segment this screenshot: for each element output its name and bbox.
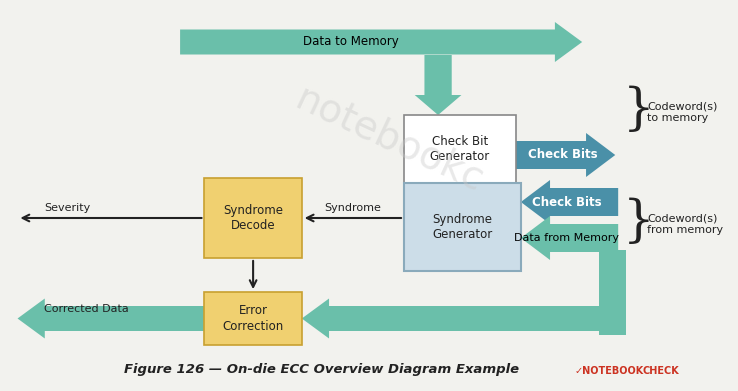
Text: Check Bits: Check Bits <box>532 196 601 208</box>
Bar <box>404 115 516 183</box>
Text: }: } <box>623 197 655 247</box>
Text: Check Bits: Check Bits <box>528 149 598 161</box>
Polygon shape <box>180 22 582 62</box>
Text: Codeword(s)
to memory: Codeword(s) to memory <box>647 101 718 123</box>
Text: CHECK: CHECK <box>643 366 679 376</box>
Text: Syndrome
Generator: Syndrome Generator <box>432 213 492 241</box>
Bar <box>599 250 626 335</box>
Polygon shape <box>415 55 461 115</box>
Text: notebookc: notebookc <box>289 80 489 200</box>
Bar <box>204 292 302 345</box>
Bar <box>599 250 626 319</box>
Text: Check Bit
Generator: Check Bit Generator <box>430 135 490 163</box>
Bar <box>404 183 521 271</box>
Text: Corrected Data: Corrected Data <box>44 303 128 314</box>
Polygon shape <box>521 180 618 224</box>
Polygon shape <box>521 216 618 260</box>
Polygon shape <box>18 298 204 339</box>
Text: Severity: Severity <box>44 203 90 213</box>
Text: }: } <box>623 85 655 135</box>
Text: Error
Correction: Error Correction <box>222 305 283 332</box>
Text: Figure 126 — On-die ECC Overview Diagram Example: Figure 126 — On-die ECC Overview Diagram… <box>124 362 519 375</box>
Text: Data to Memory: Data to Memory <box>303 36 399 48</box>
Text: Codeword(s)
from memory: Codeword(s) from memory <box>647 213 723 235</box>
Bar <box>204 178 302 258</box>
Text: Syndrome
Decode: Syndrome Decode <box>223 204 283 232</box>
Text: Syndrome: Syndrome <box>324 203 381 213</box>
Polygon shape <box>516 133 615 177</box>
Polygon shape <box>302 298 626 339</box>
Text: Data from Memory: Data from Memory <box>514 233 619 243</box>
Text: ✓NOTEBOOK: ✓NOTEBOOK <box>574 366 644 376</box>
